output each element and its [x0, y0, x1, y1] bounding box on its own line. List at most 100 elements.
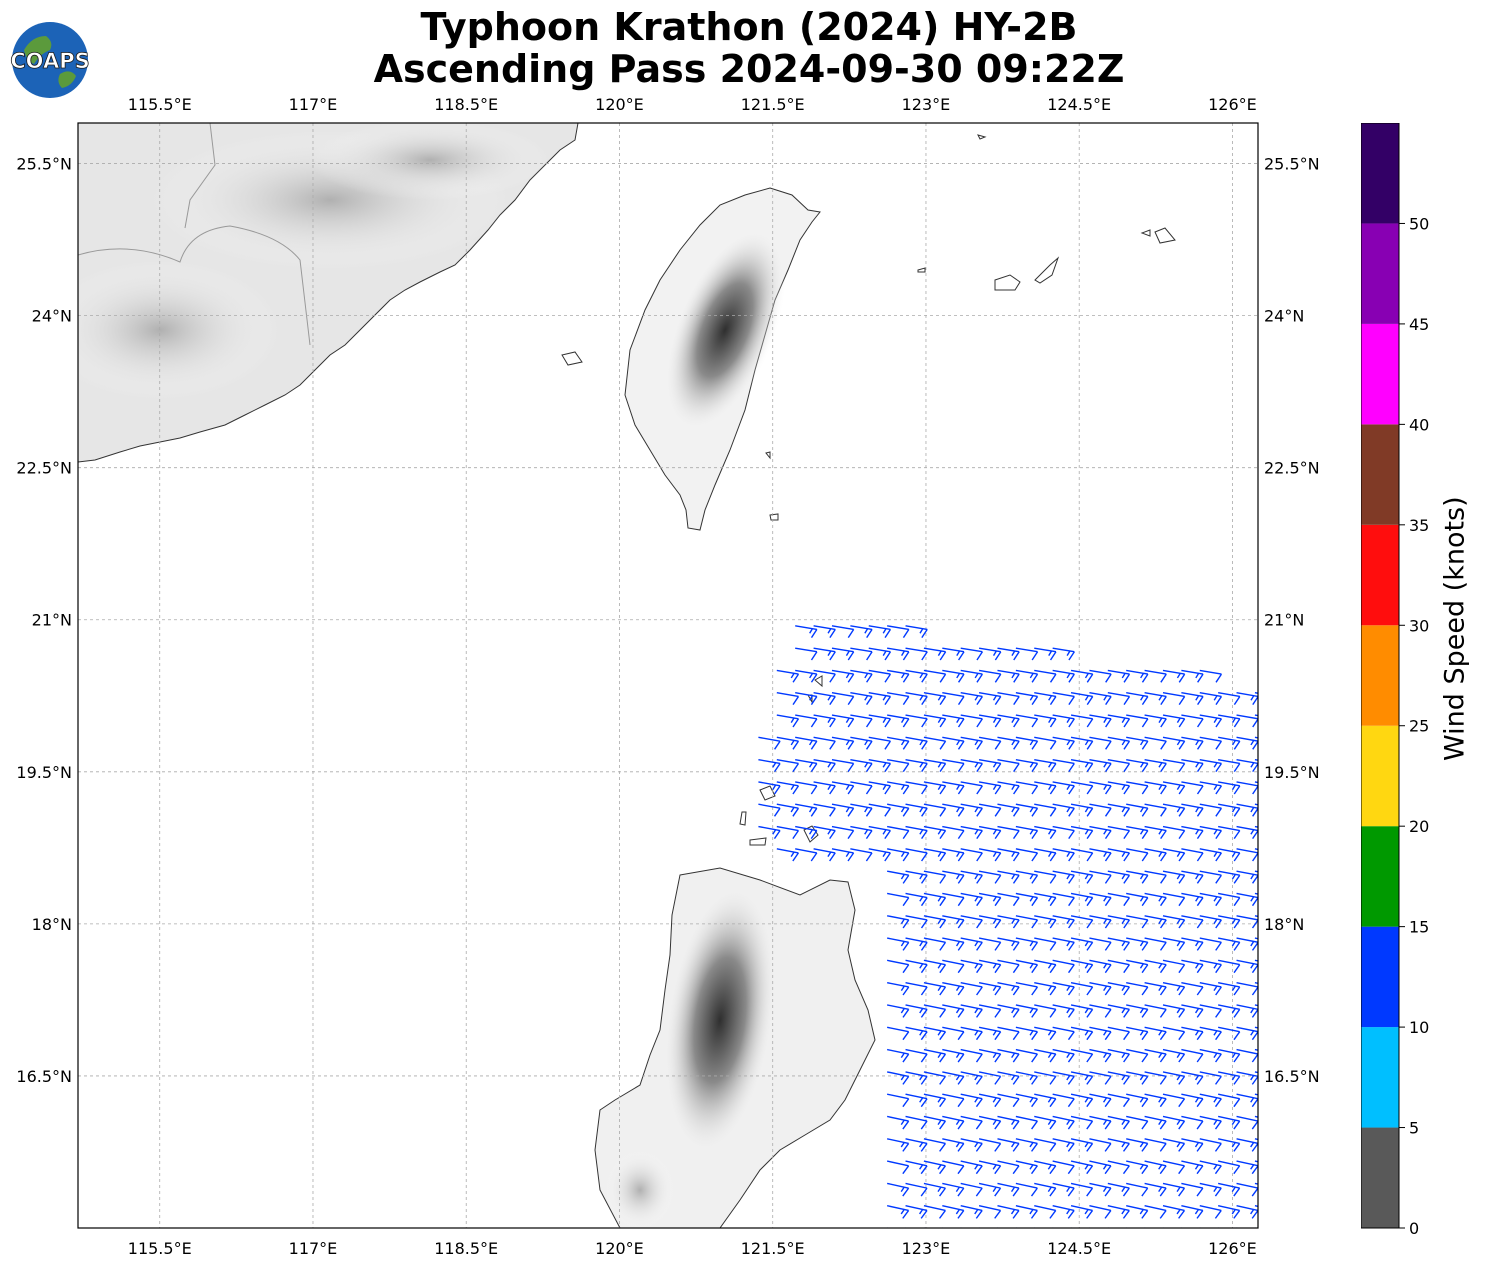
wind-barb	[960, 1004, 983, 1018]
wind-barb	[978, 692, 1002, 706]
wind-barb	[1034, 1048, 1057, 1063]
wind-barb	[1218, 848, 1241, 862]
wind-barb	[942, 647, 965, 661]
island	[759, 785, 776, 801]
wind-barb	[978, 1093, 1002, 1108]
wind-barb	[1162, 803, 1186, 817]
wind-barb	[1126, 1115, 1149, 1130]
wind-barb	[887, 937, 910, 951]
wind-barb	[1089, 981, 1112, 996]
lat-tick-label-right: 22.5°N	[1264, 459, 1320, 478]
island	[1154, 227, 1176, 244]
wind-barb	[978, 1004, 1002, 1018]
wind-barb	[942, 937, 965, 951]
wind-barb	[942, 1205, 965, 1219]
wind-barb	[960, 1205, 983, 1219]
wind-barb	[997, 669, 1020, 683]
wind-barb	[1015, 892, 1039, 907]
gridlines	[78, 123, 1258, 1228]
wind-barb	[1034, 981, 1057, 996]
wind-barb	[1181, 781, 1204, 795]
wind-barb	[1236, 692, 1258, 706]
wind-barb	[942, 981, 965, 996]
wind-barb	[1052, 1071, 1075, 1085]
wind-barb	[1236, 848, 1258, 862]
colorbar-bin	[1361, 1027, 1399, 1128]
wind-barb	[978, 803, 1002, 817]
colorbar-frame	[1361, 123, 1400, 1229]
wind-barb	[978, 1205, 1002, 1219]
wind-barb	[923, 1115, 947, 1130]
wind-barb	[923, 1071, 947, 1085]
wind-barb	[1070, 1093, 1094, 1108]
wind-barb	[1052, 825, 1075, 840]
island	[1034, 256, 1060, 284]
wind-barb	[1107, 692, 1131, 706]
wind-barbs	[758, 625, 1258, 1228]
wind-barb	[1070, 1071, 1094, 1085]
wind-barb	[1107, 1026, 1130, 1041]
wind-barb	[923, 714, 947, 728]
wind-barb	[905, 736, 928, 750]
wind-barb	[1089, 937, 1112, 951]
wind-barb	[1162, 915, 1186, 929]
wind-barb	[942, 736, 965, 750]
wind-barb	[923, 870, 947, 884]
wind-barb	[1162, 1071, 1186, 1085]
lat-tick-label-right: 18°N	[1264, 915, 1304, 934]
wind-barb	[886, 1160, 910, 1175]
wind-barb	[776, 758, 800, 773]
wind-barb	[1162, 669, 1186, 683]
wind-barb	[923, 781, 947, 795]
wind-barb	[1162, 714, 1186, 728]
wind-barb	[1181, 1026, 1204, 1041]
wind-barb	[1181, 1160, 1204, 1175]
wind-barb	[1162, 1026, 1186, 1041]
wind-barb	[978, 981, 1002, 996]
wind-barb	[1126, 981, 1149, 996]
wind-barb	[887, 848, 910, 862]
wind-barb	[868, 781, 891, 795]
lat-tick-label-left: 21°N	[32, 611, 72, 630]
wind-barb	[831, 692, 855, 706]
wind-barb	[813, 758, 836, 773]
wind-barb	[1199, 1048, 1222, 1063]
wind-barb	[1218, 758, 1241, 773]
wind-barb	[1107, 1004, 1130, 1018]
wind-barb	[887, 892, 910, 907]
wind-barb	[997, 1093, 1020, 1108]
colorbar-bin	[1361, 424, 1399, 525]
wind-barb	[905, 1160, 928, 1175]
wind-barb	[1181, 981, 1204, 996]
wind-barb	[1144, 959, 1167, 974]
wind-barb	[923, 647, 947, 661]
wind-barb	[1126, 1093, 1149, 1108]
wind-barb	[1015, 1138, 1038, 1152]
wind-barb	[1034, 781, 1057, 795]
wind-barb	[1218, 1026, 1241, 1041]
wind-barb	[1015, 825, 1039, 840]
lon-tick-label-bottom: 120°E	[595, 1239, 644, 1258]
wind-barb	[831, 758, 855, 773]
wind-barb	[923, 892, 947, 907]
island	[994, 274, 1021, 291]
wind-barb	[1236, 803, 1258, 817]
wind-barb	[1070, 692, 1094, 706]
wind-barb	[997, 959, 1020, 974]
lat-tick-label-right: 25.5°N	[1264, 155, 1320, 174]
wind-barb	[997, 1026, 1020, 1041]
wind-barb	[887, 1004, 910, 1018]
wind-barb	[905, 1205, 928, 1219]
wind-barb	[831, 714, 855, 728]
colorbar-bin	[1361, 826, 1399, 927]
lon-tick-label-bottom: 118.5°E	[434, 1239, 498, 1258]
wind-barb	[997, 1160, 1020, 1175]
wind-barb	[1070, 1205, 1094, 1219]
colorbar-bin	[1361, 1127, 1399, 1228]
wind-barb	[923, 692, 947, 706]
wind-barb	[1162, 892, 1186, 907]
wind-barb	[1236, 781, 1258, 795]
wind-barb	[960, 848, 983, 862]
wind-barb	[1034, 959, 1057, 974]
